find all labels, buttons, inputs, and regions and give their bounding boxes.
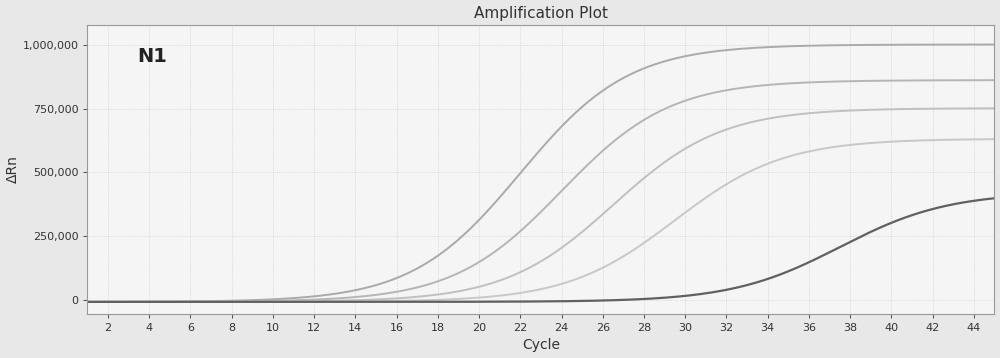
Title: Amplification Plot: Amplification Plot <box>474 6 608 20</box>
Y-axis label: ΔRn: ΔRn <box>6 155 20 183</box>
Text: N1: N1 <box>137 47 167 66</box>
X-axis label: Cycle: Cycle <box>522 338 560 352</box>
